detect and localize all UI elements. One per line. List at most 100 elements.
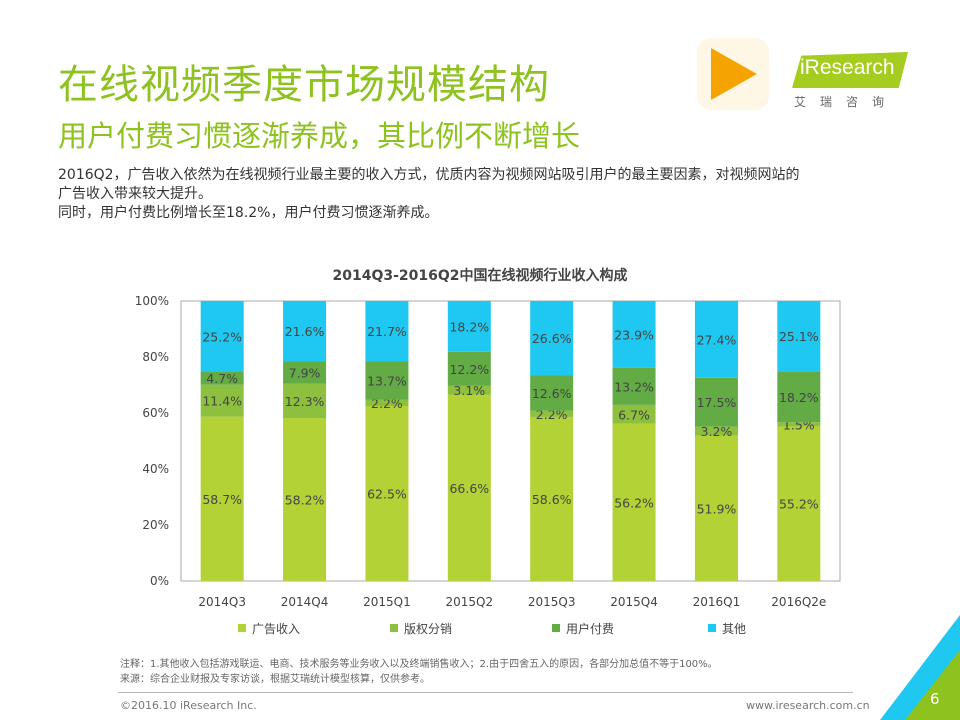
bar-segment <box>777 371 821 423</box>
data-label: 27.4% <box>697 332 737 347</box>
bar-segment <box>530 416 574 581</box>
bar-segment <box>283 301 327 362</box>
bar-segment <box>694 426 738 436</box>
bar-segment <box>200 416 244 581</box>
data-label: 58.6% <box>532 492 572 507</box>
bar-segment <box>283 383 327 419</box>
data-label: 62.5% <box>367 487 407 502</box>
data-label: 7.9% <box>289 366 321 381</box>
x-tick-label: 2016Q1 <box>693 595 741 609</box>
x-tick-label: 2015Q1 <box>363 595 411 609</box>
bar-segment <box>612 404 656 424</box>
footnotes: 注释：1.其他收入包括游戏联运、电商、技术服务等业务收入以及终端销售收入；2.由… <box>120 657 718 687</box>
note: 注释：1.其他收入包括游戏联运、电商、技术服务等业务收入以及终端销售收入；2.由… <box>120 659 718 670</box>
bar-segment <box>530 410 574 417</box>
data-label: 12.6% <box>532 386 572 401</box>
brand-text: iResearch <box>800 56 895 79</box>
data-label: 18.2% <box>449 319 489 334</box>
bar-segment <box>365 361 409 400</box>
data-label: 23.9% <box>614 327 654 342</box>
page-title: 在线视频季度市场规模结构 <box>58 62 550 108</box>
y-tick-label: 60% <box>142 406 169 420</box>
copyright: ©2016.10 iResearch Inc. <box>120 699 257 712</box>
data-label: 25.1% <box>779 329 819 344</box>
bar-segment <box>365 399 409 406</box>
legend-label: 广告收入 <box>252 622 300 636</box>
bar-segment <box>283 418 327 581</box>
page-number: 6 <box>930 690 940 708</box>
desc-line: 同时，用户付费比例增长至18.2%，用户付费习惯逐渐养成。 <box>58 205 439 221</box>
legend-swatch <box>390 624 398 632</box>
bar-segment <box>612 367 656 405</box>
website-link[interactable]: www.iresearch.com.cn <box>746 699 870 712</box>
data-label: 51.9% <box>697 501 737 516</box>
bar-segment <box>447 301 491 352</box>
plot-frame <box>180 300 841 582</box>
bar-segment <box>530 301 574 376</box>
description: 2016Q2，广告收入依然为在线视频行业最主要的收入方式，优质内容为视频网站吸引… <box>58 166 918 223</box>
iresearch-logo: iResearch <box>792 52 908 88</box>
legend-swatch <box>552 624 560 632</box>
data-label: 13.7% <box>367 374 407 389</box>
legend-swatch <box>708 624 716 632</box>
data-label: 4.7% <box>206 371 238 386</box>
bar-segment <box>447 351 491 386</box>
data-label: 17.5% <box>697 395 737 410</box>
bar-segment <box>777 301 821 372</box>
x-tick-label: 2014Q3 <box>198 595 246 609</box>
bar-segment <box>200 384 244 417</box>
legend-swatch <box>238 624 246 632</box>
migu-logo <box>697 38 769 110</box>
data-label: 58.2% <box>285 493 325 508</box>
y-tick-label: 80% <box>142 350 169 364</box>
x-tick-label: 2015Q3 <box>528 595 576 609</box>
x-tick-label: 2016Q2e <box>771 595 826 609</box>
bar-segment <box>612 301 656 368</box>
bar-segment <box>447 394 491 581</box>
data-label: 25.2% <box>202 329 242 344</box>
data-label: 66.6% <box>449 481 489 496</box>
data-label: 58.7% <box>202 492 242 507</box>
bar-segment <box>200 301 244 372</box>
data-label: 12.2% <box>449 362 489 377</box>
data-label: 12.3% <box>285 394 325 409</box>
data-label: 11.4% <box>202 394 242 409</box>
bar-segment <box>200 371 244 385</box>
bar-segment <box>365 301 409 362</box>
bar-segment <box>612 423 656 581</box>
brand-cn: 艾瑞咨询 <box>794 95 899 109</box>
bar-segment <box>777 426 821 581</box>
desc-line: 广告收入带来较大提升。 <box>58 186 212 202</box>
data-label: 3.2% <box>701 424 733 439</box>
data-label: 18.2% <box>779 390 819 405</box>
bar-segment <box>530 375 574 411</box>
y-tick-label: 20% <box>142 518 169 532</box>
x-tick-label: 2015Q4 <box>610 595 658 609</box>
data-label: 26.6% <box>532 331 572 346</box>
y-tick-label: 100% <box>135 294 169 308</box>
bar-segment <box>777 422 821 427</box>
desc-line: 2016Q2，广告收入依然为在线视频行业最主要的收入方式，优质内容为视频网站吸引… <box>58 167 800 183</box>
bar-segment <box>283 361 327 384</box>
y-tick-label: 0% <box>150 574 169 588</box>
data-label: 3.1% <box>453 383 485 398</box>
chart-title: 2014Q3-2016Q2中国在线视频行业收入构成 <box>332 268 628 284</box>
data-label: 6.7% <box>618 407 650 422</box>
data-label: 21.7% <box>367 324 407 339</box>
data-label: 55.2% <box>779 497 819 512</box>
legend-label: 其他 <box>722 622 746 636</box>
legend-label: 版权分销 <box>404 622 452 636</box>
data-label: 56.2% <box>614 495 654 510</box>
source: 来源：综合企业财报及专家访谈，根据艾瑞统计模型核算，仅供参考。 <box>120 674 430 685</box>
bar-segment <box>365 406 409 581</box>
play-icon <box>711 48 757 100</box>
y-tick-label: 40% <box>142 462 169 476</box>
data-label: 13.2% <box>614 379 654 394</box>
bar-segment <box>447 385 491 395</box>
x-tick-label: 2015Q2 <box>446 595 494 609</box>
bar-segment <box>694 301 738 378</box>
x-tick-label: 2014Q4 <box>281 595 329 609</box>
data-label: 21.6% <box>285 324 325 339</box>
page-subtitle: 用户付费习惯逐渐养成，其比例不断增长 <box>58 119 581 153</box>
